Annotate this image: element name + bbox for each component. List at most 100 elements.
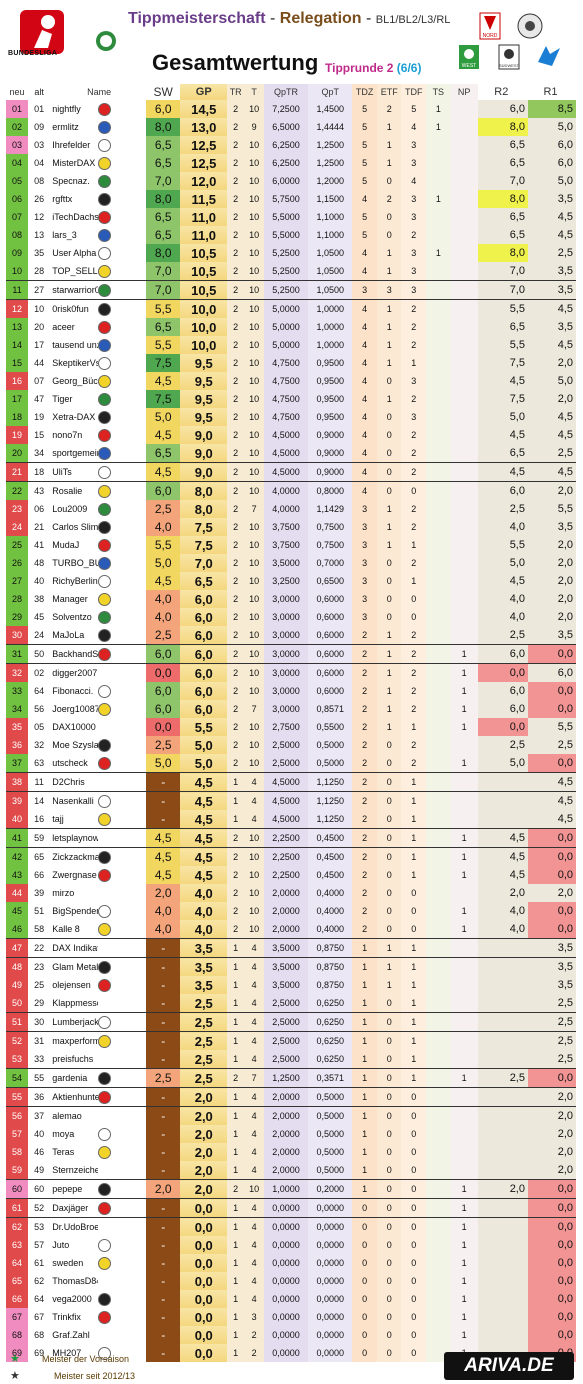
club-crest-icon: [98, 356, 112, 370]
cell-tdz: 1: [352, 1068, 377, 1088]
cell-qpt: 0,0000: [308, 1308, 353, 1326]
club-icons: [98, 338, 146, 352]
cell-name: TURBO_BULL: [52, 558, 99, 568]
cell-gp: 7,5: [180, 536, 228, 554]
cell-qptr: 0,0000: [263, 1344, 309, 1362]
club-crest-icon: [98, 120, 112, 134]
cell-tdz: 4: [352, 262, 377, 281]
cell-r2: 5,0: [477, 554, 528, 572]
cell-sw: -: [146, 938, 181, 958]
table-row: 37 63 utscheck 5,0 5,0 2 10 2,5000 0,5000 2 0 2 1 5,0…: [6, 754, 576, 773]
cell-name: alemao: [50, 1106, 99, 1125]
cell-name: Ihrefelder: [52, 140, 91, 150]
cell-name: MisterDAX: [52, 158, 96, 168]
cell-ts: [426, 172, 451, 190]
club-crest-icon: [98, 446, 112, 460]
club-icons-cell: [98, 262, 146, 281]
cell-tr: 1: [227, 1217, 245, 1236]
club-icons-cell: [98, 354, 146, 372]
club-crest-icon: [98, 138, 112, 152]
cell-t: 4: [244, 1106, 264, 1125]
cell-tr: 2: [227, 462, 245, 482]
cell-sw: 4,5: [146, 847, 181, 866]
cell-alt: 63: [34, 758, 45, 768]
cell-tr: 2: [227, 408, 245, 426]
club-icons-cell: [98, 426, 146, 444]
table-row: 63 57 Juto -0,0 1 4 0,0000 0,0000 0 0 0 1 0,0: [6, 1236, 576, 1254]
cell-alt: 26: [34, 194, 45, 204]
cell-tdz: 4: [352, 318, 377, 336]
cell-ts: [426, 1106, 451, 1125]
cell-r1: 2,0: [527, 481, 576, 500]
cell-etf: 0: [376, 791, 402, 810]
club-icons-cell: [98, 280, 147, 300]
club-icons-cell: [98, 828, 147, 848]
club-icons: [98, 904, 146, 918]
cell-tr: 1: [227, 1308, 245, 1326]
cell-sw: 6,5: [146, 136, 181, 154]
cell-r2: [477, 1050, 528, 1069]
cell-tr: 2: [227, 626, 245, 645]
cell-sw: 7,5: [146, 354, 181, 372]
cell-alt: 61: [34, 1258, 45, 1268]
table-row: 23 06 Lou2009 2,5 8,0 2 7 4,0000 1,1429 3 1 2 2,5 5,5: [6, 500, 576, 518]
cell-r1: 0,0: [527, 847, 576, 866]
cell-tdf: 1: [401, 536, 427, 554]
cell-ts: [426, 810, 451, 829]
cell-sw: 7,0: [146, 172, 181, 190]
cell-qpt: 0,6000: [308, 663, 353, 682]
col-header-tr: TR: [227, 84, 245, 100]
cell-name: Zickzackmaus: [50, 847, 99, 866]
cell-np: 1: [450, 1236, 478, 1254]
club-crest-icon: [98, 1034, 112, 1048]
club-icons-cell: [98, 902, 146, 920]
cell-tr: 1: [227, 938, 245, 958]
table-row: 06 26 rgfttx 8,0 11,5 2 10 5,7500 1,1500 4 2 3 1 8,0 3…: [6, 190, 576, 208]
table-row: 33 64 Fibonacci. 6,0 6,0 2 10 3,0000 0,6000 2 1 2 1 6…: [6, 682, 576, 700]
cell-sw: 6,5: [146, 154, 181, 172]
cell-tdf: 1: [401, 866, 427, 884]
cell-r2: 4,5: [477, 847, 528, 866]
cell-qptr: 3,0000: [263, 644, 309, 664]
cell-alt: 69: [34, 1348, 45, 1358]
cell-name: olejensen: [52, 980, 91, 990]
table-row: 22 43 Rosalie 6,0 8,0 2 10 4,0000 0,8000 4 0 0 6,0 2,…: [6, 481, 576, 500]
ariva-logo[interactable]: ARIVA.DE: [444, 1352, 574, 1380]
cell-np: [450, 462, 478, 482]
cell-ts: [426, 1012, 451, 1032]
cell-etf: 0: [376, 1012, 402, 1032]
cell-neu: 15: [6, 354, 29, 372]
cell-np: 1: [450, 847, 478, 866]
cell-gp: 8,0: [180, 500, 228, 518]
cell-r2: 7,5: [477, 390, 528, 408]
cell-t: 10: [244, 426, 264, 444]
cell-gp: 4,5: [180, 772, 228, 792]
cell-qptr: 0,0000: [263, 1236, 309, 1254]
cell-tdz: 2: [352, 718, 377, 736]
cell-alt: 25: [34, 980, 45, 990]
cell-r2: [477, 1125, 528, 1143]
cell-tr: 2: [227, 154, 245, 172]
cell-tdf: 0: [401, 481, 427, 500]
club-icons: [98, 410, 146, 424]
cell-sw: 4,5: [146, 572, 181, 590]
cell-name: Specnaz.: [52, 176, 90, 186]
cell-r1: 0,0: [527, 682, 576, 700]
table-row: 07 12 iTechDachs 6,5 11,0 2 10 5,5000 1,1000 5 0 3 6…: [6, 208, 576, 226]
cell-np: [450, 136, 478, 154]
cell-tr: 2: [227, 884, 245, 902]
cell-neu: 47: [6, 938, 29, 958]
cell-r2: [477, 994, 528, 1013]
cell-alt: 64: [34, 1294, 45, 1304]
cell-tr: 2: [227, 902, 245, 920]
cell-gp: 6,0: [180, 682, 228, 700]
club-icons: [98, 102, 146, 116]
cell-gp: 10,5: [180, 280, 228, 300]
table-row: 56 37 alemao -2,0 1 4 2,0000 0,5000 1 0 0 2,0: [6, 1106, 576, 1125]
club-icons: [98, 647, 146, 661]
club-icons: [98, 1127, 146, 1141]
cell-r1: 3,5: [527, 938, 576, 958]
club-icons-cell: [98, 1125, 146, 1143]
cell-qptr: 6,2500: [263, 136, 309, 154]
cell-t: 10: [244, 663, 264, 682]
